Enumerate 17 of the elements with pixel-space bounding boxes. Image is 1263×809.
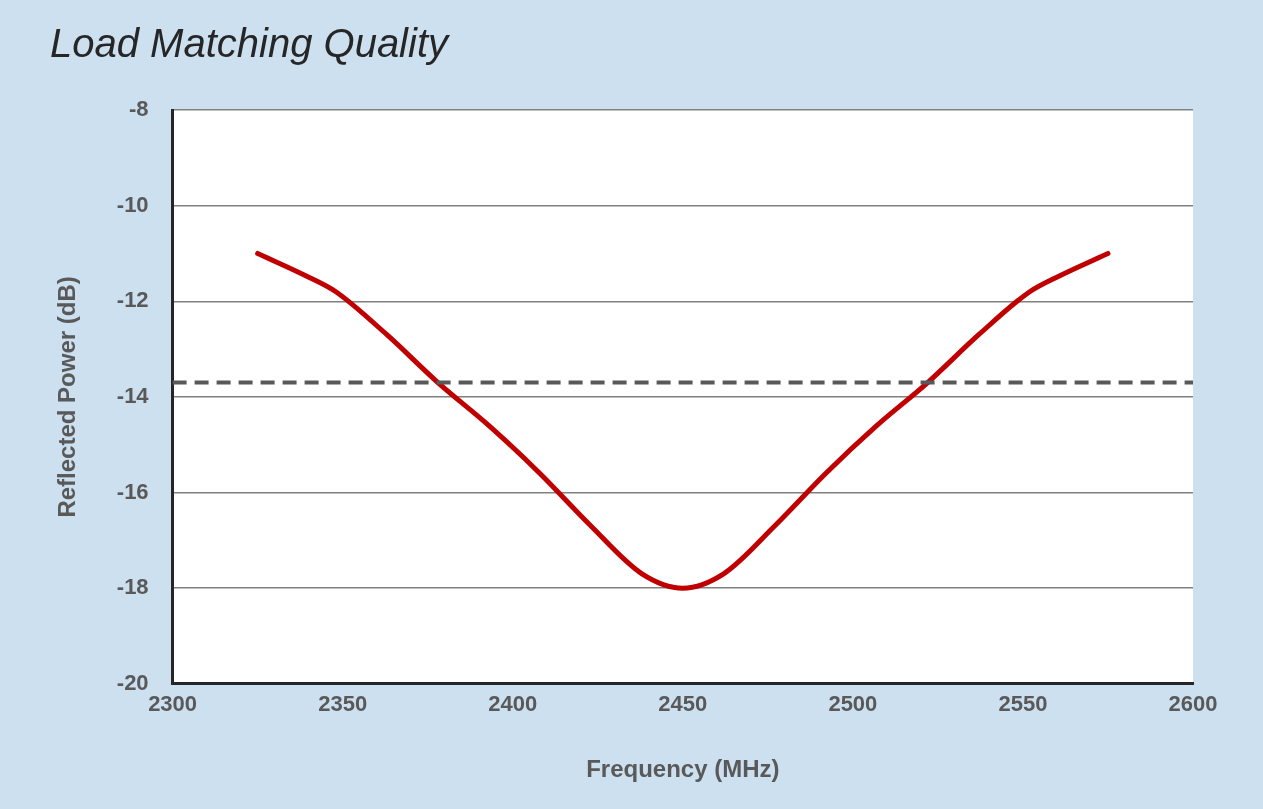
x-tick-label: 2600 (1168, 691, 1218, 717)
y-tick-label: -18 (116, 574, 149, 600)
x-tick-label: 2350 (318, 691, 368, 717)
y-tick-label: -14 (116, 382, 150, 408)
y-tick-label: -10 (116, 191, 149, 217)
x-axis-title: Frequency (MHz) (586, 755, 780, 783)
chart-title: Load Matching Quality (50, 21, 452, 66)
x-tick-label: 2550 (998, 691, 1048, 717)
x-tick-label: 2450 (658, 691, 708, 717)
x-tick-label: 2500 (828, 691, 878, 717)
x-tick-label: 2400 (488, 691, 538, 717)
y-tick-label: -8 (129, 96, 149, 122)
x-tick-label: 2300 (148, 691, 198, 717)
y-tick-label: -16 (116, 478, 149, 504)
y-tick-label: -12 (116, 287, 149, 313)
y-tick-label: -20 (116, 669, 149, 695)
y-axis-title: Reflected Power (dB) (53, 276, 81, 518)
